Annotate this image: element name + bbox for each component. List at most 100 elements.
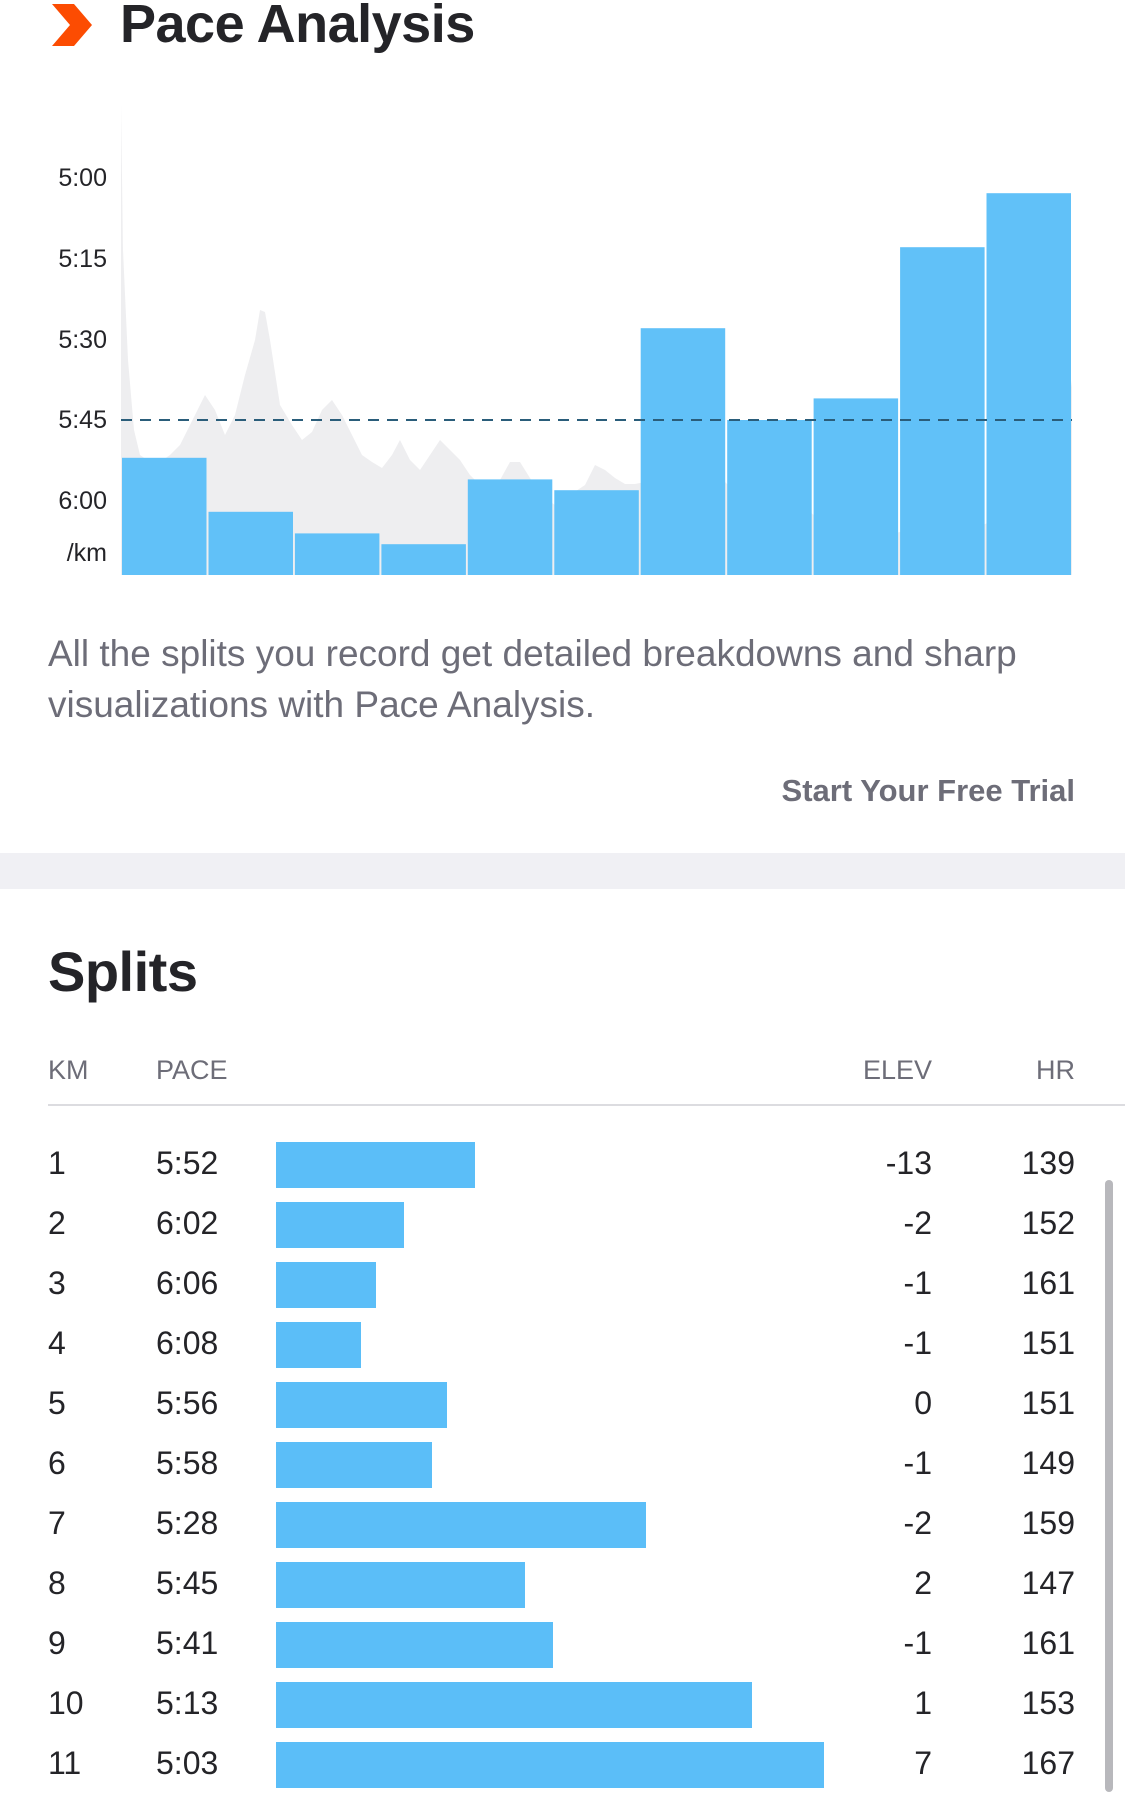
split-row: 7 5:28 -2 159 [0, 1497, 1125, 1557]
pace-bar [727, 420, 812, 575]
chevron-icon [52, 4, 92, 46]
split-km: 3 [48, 1265, 66, 1301]
split-km: 6 [48, 1445, 66, 1481]
split-pace: 6:02 [156, 1205, 219, 1241]
split-row: 1 5:52 -13 139 [0, 1137, 1125, 1197]
column-header-pace: PACE [156, 1055, 228, 1085]
split-pace: 5:52 [156, 1145, 219, 1181]
split-hr: 149 [1021, 1445, 1075, 1481]
column-header-elev: ELEV [862, 1055, 932, 1085]
pace-bar [554, 490, 639, 575]
split-elev: 0 [914, 1385, 932, 1421]
split-hr: 147 [1021, 1565, 1075, 1601]
split-km: 8 [48, 1565, 66, 1601]
split-pace: 6:06 [156, 1265, 219, 1301]
pace-analysis-description: All the splits you record get detailed b… [48, 633, 1017, 725]
split-pace-bar [276, 1682, 752, 1728]
y-axis-ticks: 5:00 5:15 5:30 5:45 6:00/km [58, 164, 107, 567]
split-km: 1 [48, 1145, 66, 1181]
split-pace: 5:41 [156, 1625, 219, 1661]
header-divider [48, 1104, 1125, 1106]
pace-bar [294, 533, 380, 575]
split-hr: 139 [1021, 1145, 1075, 1181]
split-pace: 6:08 [156, 1325, 219, 1361]
pace-bar [900, 247, 985, 575]
split-hr: 161 [1021, 1265, 1075, 1301]
y-tick-label: 5:30 [58, 326, 107, 354]
pace-bar [986, 193, 1071, 575]
split-row: 8 5:45 2 147 [0, 1557, 1125, 1617]
split-pace: 5:58 [156, 1445, 219, 1481]
split-pace-bar [276, 1382, 447, 1428]
pace-bars [122, 193, 1071, 575]
split-hr: 151 [1021, 1325, 1075, 1361]
pace-bar [467, 479, 553, 575]
pace-bar [122, 457, 207, 575]
split-hr: 152 [1021, 1205, 1075, 1241]
split-row: 2 6:02 -2 152 [0, 1197, 1125, 1257]
pace-bar [208, 511, 293, 575]
split-row: 11 5:03 7 167 [0, 1737, 1125, 1797]
start-free-trial-link[interactable]: Start Your Free Trial [781, 773, 1075, 808]
y-tick-label: 5:00 [58, 164, 107, 192]
split-pace-bar [276, 1202, 404, 1248]
split-pace-bar [276, 1442, 432, 1488]
split-row: 9 5:41 -1 161 [0, 1617, 1125, 1677]
pace-bar [813, 398, 899, 575]
split-pace-bar [276, 1742, 824, 1788]
split-km: 4 [48, 1325, 66, 1361]
split-row: 4 6:08 -1 151 [0, 1317, 1125, 1377]
column-header-km: KM [48, 1055, 89, 1085]
y-tick-label: 5:45 [58, 406, 107, 434]
split-pace: 5:28 [156, 1505, 219, 1541]
split-pace: 5:56 [156, 1385, 219, 1421]
split-hr: 151 [1021, 1385, 1075, 1421]
split-pace-bar [276, 1562, 525, 1608]
split-pace: 5:45 [156, 1565, 219, 1601]
split-hr: 159 [1021, 1505, 1075, 1541]
split-pace-bar [276, 1262, 376, 1308]
split-hr: 167 [1021, 1745, 1075, 1781]
split-pace: 5:03 [156, 1745, 219, 1781]
y-unit-label: /km [67, 539, 107, 567]
split-km: 2 [48, 1205, 66, 1241]
split-elev: 1 [914, 1685, 932, 1721]
scrollbar[interactable] [1105, 1180, 1113, 1792]
split-hr: 153 [1021, 1685, 1075, 1721]
pace-chart: 5:00 5:15 5:30 5:45 6:00/km [58, 105, 1072, 575]
split-elev: -1 [903, 1265, 932, 1301]
pace-analysis-header: Pace Analysis [0, 0, 1125, 60]
elevation-area [121, 105, 1072, 575]
split-km: 7 [48, 1505, 66, 1541]
split-elev: -13 [885, 1145, 932, 1181]
split-pace-bar [276, 1502, 646, 1548]
split-elev: -2 [903, 1205, 932, 1241]
split-pace-bar [276, 1622, 553, 1668]
split-elev: -1 [903, 1625, 932, 1661]
split-km: 10 [48, 1685, 84, 1721]
split-pace-bar [276, 1322, 361, 1368]
column-header-hr: HR [1036, 1055, 1075, 1085]
split-row: 6 5:58 -1 149 [0, 1437, 1125, 1497]
y-tick-label: 5:15 [58, 245, 107, 273]
split-elev: -2 [903, 1505, 932, 1541]
split-pace-bar [276, 1142, 475, 1188]
split-km: 5 [48, 1385, 66, 1421]
split-elev: 7 [914, 1745, 932, 1781]
split-row: 10 5:13 1 153 [0, 1677, 1125, 1737]
split-elev: 2 [914, 1565, 932, 1601]
splits-title: Splits [48, 940, 198, 1003]
pace-bar [381, 544, 466, 575]
split-hr: 161 [1021, 1625, 1075, 1661]
pace-analysis-title: Pace Analysis [120, 0, 475, 54]
split-km: 9 [48, 1625, 66, 1661]
pace-bar [640, 328, 726, 575]
split-elev: -1 [903, 1445, 932, 1481]
split-km: 11 [48, 1745, 82, 1781]
split-row: 5 5:56 0 151 [0, 1377, 1125, 1437]
y-tick-label: 6:00 [58, 487, 107, 515]
split-row: 3 6:06 -1 161 [0, 1257, 1125, 1317]
split-pace: 5:13 [156, 1685, 219, 1721]
section-divider [0, 853, 1125, 889]
split-elev: -1 [903, 1325, 932, 1361]
